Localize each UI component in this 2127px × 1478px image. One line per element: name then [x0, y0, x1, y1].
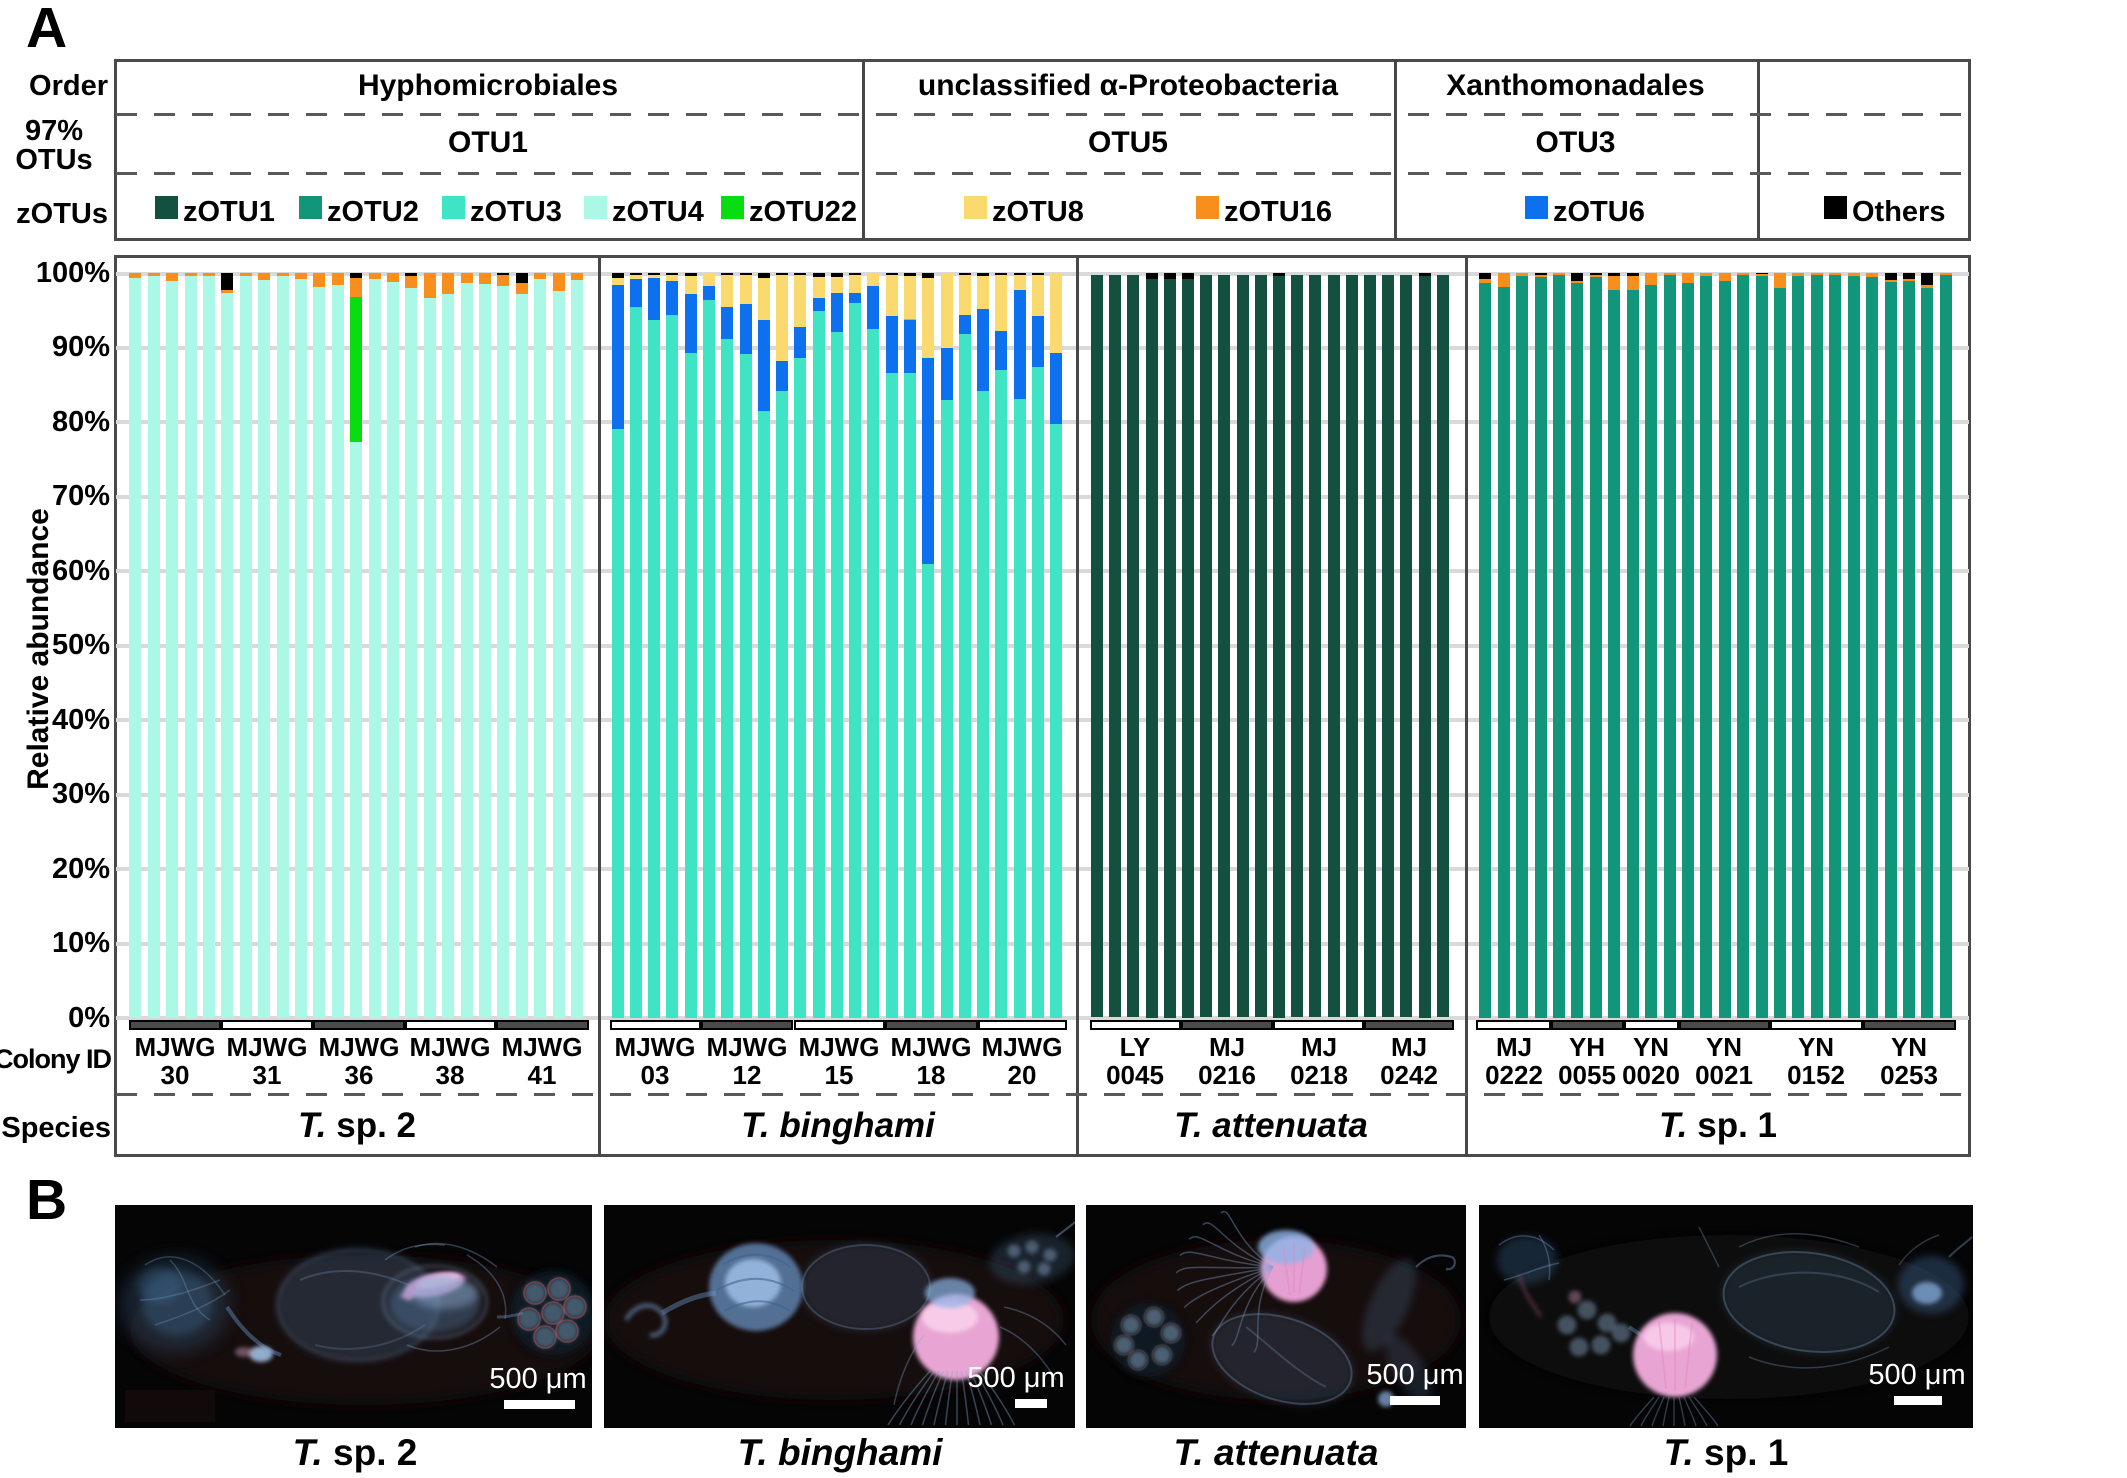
- svg-text:500 μm: 500 μm: [1868, 1359, 1965, 1391]
- svg-text:500 μm: 500 μm: [1366, 1359, 1463, 1391]
- svg-text:500 μm: 500 μm: [489, 1363, 586, 1395]
- svg-text:500 μm: 500 μm: [967, 1362, 1064, 1394]
